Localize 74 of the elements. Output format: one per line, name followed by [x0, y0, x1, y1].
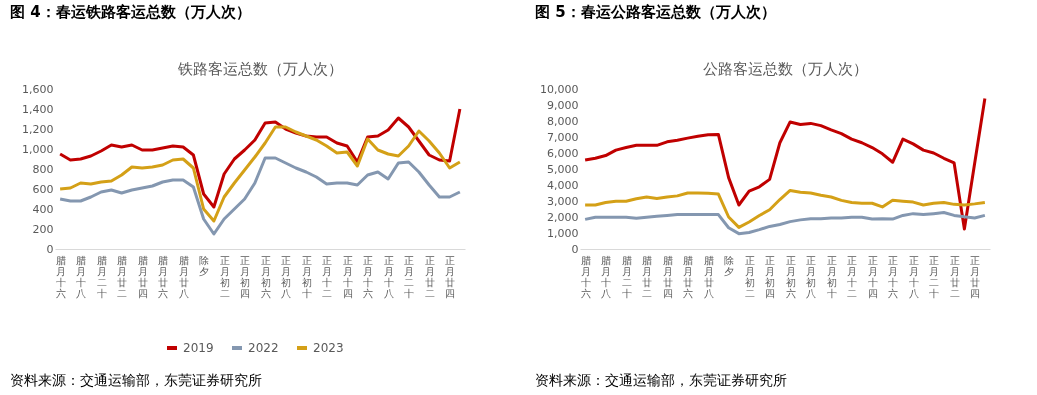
y-tick-label: 1,400 — [22, 102, 54, 116]
line-series — [583, 211, 987, 236]
x-tick-label: 正月初二 — [744, 254, 755, 299]
y-tick-label: 6,000 — [547, 146, 579, 160]
x-tick-label: 正月初六 — [260, 254, 271, 299]
y-tick-label: 0 — [46, 242, 54, 256]
x-tick-label: 腊月二十 — [621, 254, 632, 299]
x-tick-label: 正月廿二 — [949, 254, 960, 299]
y-tick-label: 1,200 — [22, 122, 54, 136]
y-tick-label: 800 — [32, 162, 54, 176]
x-tick-label: 正月初六 — [785, 254, 796, 299]
x-tick-label: 腊月十六 — [55, 254, 66, 299]
y-tick-label: 4,000 — [547, 178, 579, 192]
x-tick-label: 正月廿四 — [970, 254, 981, 299]
legend-label: 2019 — [183, 341, 214, 355]
y-tick-label: 600 — [32, 182, 54, 196]
x-tick-label: 腊月廿八 — [178, 254, 189, 299]
text: 资料来源：交通运输部，东莞证券研究所 — [10, 372, 262, 388]
x-tick-label: 正月初八 — [806, 254, 817, 299]
x-tick-label: 腊月廿二 — [642, 254, 653, 299]
x-tick-label: 正月十二 — [322, 254, 333, 299]
x-tick-label: 正月十四 — [867, 254, 878, 299]
x-tick-label: 腊月廿四 — [137, 254, 148, 299]
chart-title: 图 5：春运公路客运总数（万人次） — [535, 3, 776, 21]
x-tick-label: 正月二十 — [929, 254, 940, 299]
x-tick-label: 正月初二 — [219, 254, 230, 299]
y-tick-label: 2,000 — [547, 210, 579, 224]
y-tick-label: 1,600 — [22, 82, 54, 96]
x-tick-label: 正月十八 — [908, 254, 919, 299]
x-tick-label: 腊月廿六 — [683, 254, 694, 299]
line-series — [583, 188, 987, 229]
line-series — [58, 125, 462, 223]
legend-label: 2023 — [313, 341, 344, 355]
x-tick-label: 正月十六 — [363, 254, 374, 299]
x-tick-label: 正月廿四 — [445, 254, 456, 299]
y-tick-label: 9,000 — [547, 98, 579, 112]
x-tick-label: 腊月十八 — [76, 254, 87, 299]
y-tick-label: 1,000 — [547, 226, 579, 240]
chart-subtitle: 铁路客运总数（万人次） — [176, 60, 343, 78]
text: 资料来源：交通运输部，东莞证券研究所 — [535, 372, 787, 388]
y-tick-label: 8,000 — [547, 114, 579, 128]
y-tick-label: 3,000 — [547, 194, 579, 208]
y-tick-label: 1,000 — [22, 142, 54, 156]
x-tick-label: 腊月廿二 — [117, 254, 128, 299]
chart-subtitle: 公路客运总数（万人次） — [702, 60, 868, 78]
x-tick-label: 正月初十 — [826, 254, 837, 299]
x-tick-label: 除夕 — [199, 254, 210, 277]
line-series — [583, 97, 987, 231]
x-tick-label: 正月初四 — [765, 254, 776, 299]
x-tick-label: 正月十六 — [888, 254, 899, 299]
x-tick-label: 腊月廿八 — [703, 254, 714, 299]
x-tick-label: 正月二十 — [404, 254, 415, 299]
x-tick-label: 腊月廿六 — [158, 254, 169, 299]
y-tick-label: 7,000 — [547, 130, 579, 144]
y-tick-label: 5,000 — [547, 162, 579, 176]
y-tick-label: 400 — [32, 202, 54, 216]
line-series — [58, 156, 462, 236]
x-tick-label: 正月初八 — [281, 254, 292, 299]
y-tick-label: 0 — [571, 242, 579, 256]
y-tick-label: 10,000 — [540, 82, 579, 96]
x-tick-label: 腊月十八 — [601, 254, 612, 299]
chart-title: 图 4：春运铁路客运总数（万人次） — [10, 3, 251, 21]
y-tick-label: 200 — [32, 222, 54, 236]
x-tick-label: 正月初四 — [240, 254, 251, 299]
x-tick-label: 腊月廿四 — [662, 254, 673, 299]
x-tick-label: 除夕 — [724, 254, 735, 277]
legend-label: 2022 — [248, 341, 279, 355]
x-tick-label: 正月十四 — [342, 254, 353, 299]
x-tick-label: 腊月二十 — [96, 254, 107, 299]
x-tick-label: 正月十八 — [383, 254, 394, 299]
x-tick-label: 正月十二 — [847, 254, 858, 299]
x-tick-label: 正月廿二 — [424, 254, 435, 299]
x-tick-label: 正月初十 — [301, 254, 312, 299]
x-tick-label: 腊月十六 — [580, 254, 591, 299]
